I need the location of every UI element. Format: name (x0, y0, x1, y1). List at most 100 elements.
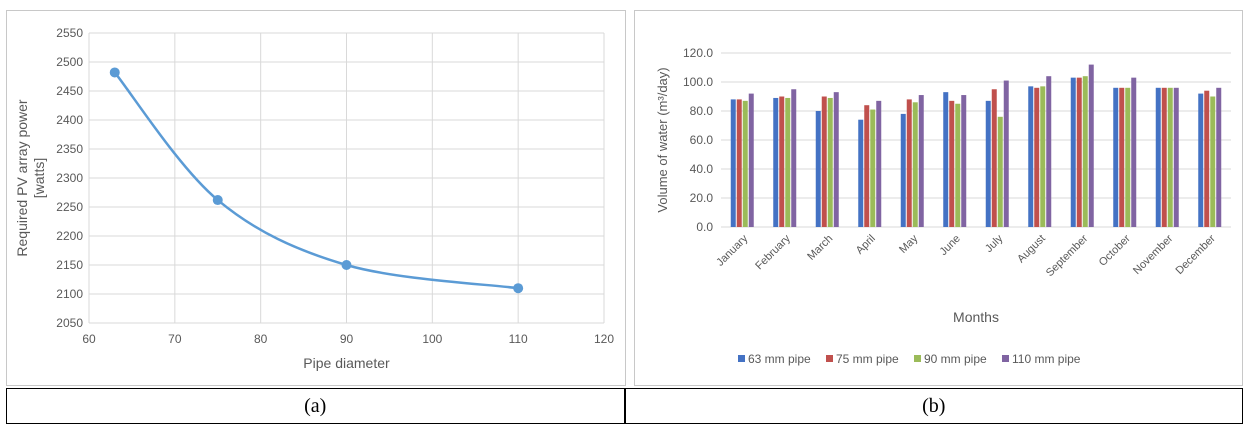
data-point (109, 67, 120, 78)
bar (1204, 90, 1210, 227)
x-tick-label: 90 (340, 332, 354, 346)
bar (748, 93, 754, 227)
bar (827, 97, 833, 227)
bar (1198, 93, 1204, 227)
x-tick-label: April (854, 233, 878, 257)
x-tick-label: May (897, 232, 921, 256)
legend-label: 75 mm pipe (836, 352, 899, 366)
bar (1119, 87, 1125, 227)
bar (1076, 77, 1082, 228)
bar (773, 97, 779, 227)
legend-swatch (914, 355, 921, 362)
x-tick-label: November (1131, 232, 1176, 277)
bar (906, 99, 912, 227)
x-tick-label: 100 (422, 332, 442, 346)
y-tick-label: 2500 (56, 55, 83, 69)
bar (833, 92, 839, 228)
x-tick-label: 110 (509, 332, 528, 346)
bar (900, 113, 906, 227)
y-axis-label-line: [watts] (31, 158, 47, 198)
bar (791, 89, 797, 227)
x-tick-label: September (1044, 232, 1091, 279)
x-tick-label: 70 (168, 332, 182, 346)
y-tick-label: 2450 (56, 84, 83, 98)
data-point (212, 195, 223, 206)
y-tick-label: 2050 (56, 316, 83, 330)
bar (949, 100, 955, 227)
data-point (341, 260, 352, 270)
bar (815, 111, 821, 227)
bar (821, 96, 827, 227)
bar (985, 100, 991, 227)
bar (1046, 76, 1052, 227)
y-tick-label: 2400 (56, 113, 83, 127)
x-tick-label: August (1015, 233, 1048, 266)
y-tick-label: 2550 (56, 26, 83, 40)
caption-a: (a) (304, 394, 327, 417)
bar (858, 119, 864, 227)
series-line (113, 71, 519, 290)
bar (1003, 80, 1009, 227)
legend-label: 110 mm pipe (1012, 352, 1081, 366)
y-tick-label: 20.0 (690, 191, 714, 205)
y-tick-label: 2100 (56, 287, 83, 301)
bar (730, 99, 736, 227)
x-tick-label: June (938, 233, 963, 258)
y-tick-label: 2150 (56, 258, 83, 272)
bar (1155, 87, 1161, 227)
bar (736, 99, 742, 227)
legend-label: 63 mm pipe (748, 352, 811, 366)
bar (1082, 76, 1088, 227)
bar (1210, 96, 1216, 227)
bar (1131, 77, 1137, 228)
y-tick-label: 100.0 (683, 75, 713, 89)
bar (876, 100, 882, 227)
y-tick-label: 120.0 (683, 46, 713, 60)
chart-a: 60 70 80 90 100 110 120 2050 2100 2150 2200 2250 230… (14, 26, 614, 371)
bar (1034, 87, 1040, 227)
x-tick-label: July (983, 232, 1006, 255)
chart-a-panel: 60 70 80 90 100 110 120 2050 2100 2150 2200 2250 230… (6, 10, 626, 386)
y-tick-label: 0.0 (696, 220, 713, 234)
data-point (513, 283, 524, 294)
bar (1040, 86, 1046, 227)
bar (912, 102, 918, 227)
legend-label: 90 mm pipe (924, 352, 987, 366)
y-axis-label-line: Required PV array power (14, 99, 30, 257)
y-tick-label: 2250 (56, 200, 83, 214)
x-tick-label: December (1174, 232, 1219, 277)
x-tick-label: 120 (594, 332, 614, 346)
bar (918, 95, 924, 227)
bar (1125, 87, 1131, 227)
legend-swatch (738, 355, 745, 362)
bar (997, 116, 1003, 227)
bar (1173, 87, 1179, 227)
y-tick-label: 2350 (56, 142, 83, 156)
y-tick-label: 80.0 (690, 104, 714, 118)
y-axis-label: Volume of water (m³/day) (655, 67, 670, 212)
x-axis-label: Pipe diameter (303, 355, 390, 371)
x-axis-label: Months (953, 309, 999, 325)
bar (1028, 86, 1034, 227)
bar (991, 89, 997, 227)
x-tick-label: 60 (82, 332, 96, 346)
caption-b: (b) (623, 389, 1243, 423)
legend-swatch (1002, 355, 1009, 362)
bar (955, 103, 961, 227)
x-tick-label: February (753, 232, 793, 272)
bar (1088, 64, 1094, 227)
y-axis-label: Required PV array power[watts] (14, 99, 47, 257)
bar (1113, 87, 1119, 227)
x-tick-label: 80 (254, 332, 268, 346)
bar (1070, 77, 1076, 228)
bar (870, 109, 876, 227)
bar (943, 92, 949, 228)
bar (1167, 87, 1173, 227)
chart-b-panel: 0.0 20.0 40.0 60.0 80.0 100.0 120.0 January Febr… (634, 10, 1243, 386)
bar (742, 100, 748, 227)
bar (785, 97, 791, 227)
y-tick-label: 40.0 (690, 162, 714, 176)
x-tick-label: March (805, 233, 835, 263)
caption-row: (a) (b) (6, 388, 1243, 424)
x-tick-label: January (714, 232, 751, 269)
